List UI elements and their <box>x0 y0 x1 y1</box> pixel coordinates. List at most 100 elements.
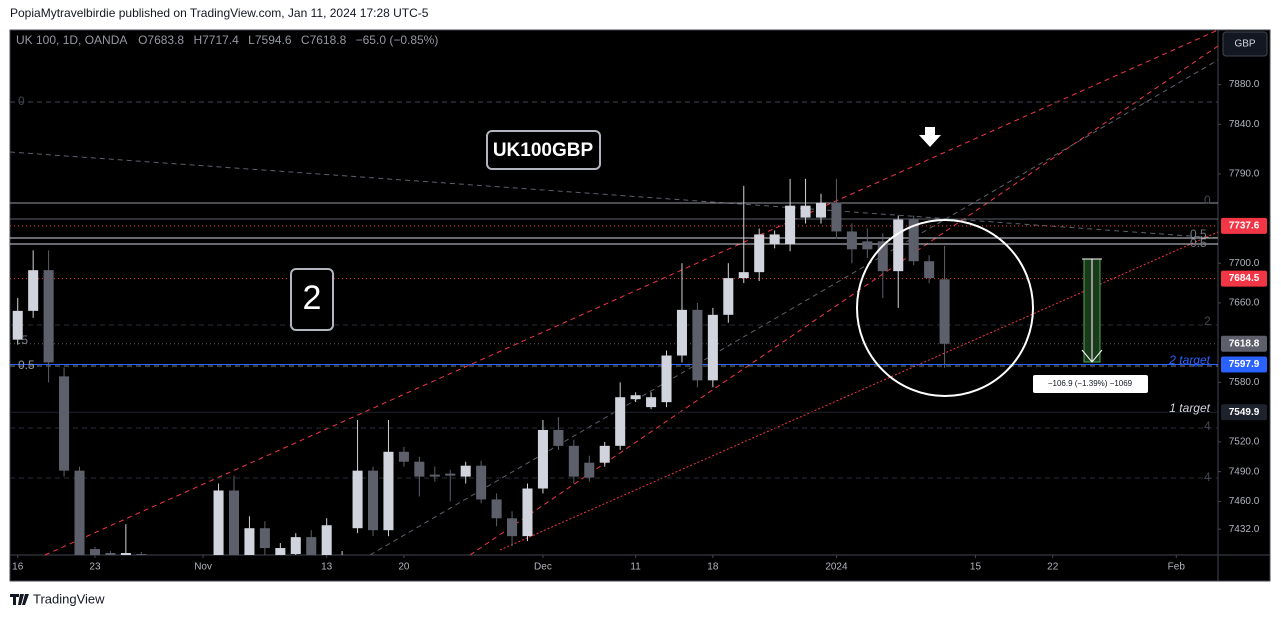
x-tick-label: Feb <box>1168 562 1186 573</box>
candle-body <box>367 470 379 531</box>
candle-body <box>908 219 919 262</box>
price-label-box <box>1221 335 1267 352</box>
fib-label: 0.5 <box>1190 227 1207 241</box>
trend-line <box>10 151 1218 239</box>
candle-body <box>815 202 827 218</box>
y-tick-label: 7660.0 <box>1229 298 1260 309</box>
legend: UK 100, 1D, OANDA O7683.8 H7717.4 L7594.… <box>16 33 438 47</box>
currency-label[interactable]: GBP <box>1234 39 1255 50</box>
candle-body <box>568 445 579 477</box>
y-tick-label: 7700.0 <box>1229 258 1260 269</box>
y-tick-label: 7880.0 <box>1229 79 1260 90</box>
legend-value: −65.0 (−0.85%) <box>356 33 439 47</box>
candle-body <box>630 395 641 400</box>
candle-body <box>306 537 317 555</box>
candle-body <box>692 309 703 381</box>
target-label: 2 target <box>1168 353 1210 367</box>
candle-body <box>522 488 533 537</box>
candle-body <box>460 465 471 477</box>
currency-button[interactable] <box>1222 31 1268 57</box>
price-label: 7684.5 <box>1229 273 1260 284</box>
legend-value: L7594.6 <box>248 33 292 47</box>
candle-body <box>754 234 765 273</box>
fib-label: 0 <box>18 94 25 108</box>
candle-body <box>676 309 687 356</box>
candle-body <box>646 397 657 408</box>
price-label: 7597.9 <box>1229 359 1260 370</box>
fib-label: 0.5 <box>18 358 35 372</box>
candle-body <box>615 397 626 446</box>
price-label-box <box>1221 270 1267 287</box>
wave-box <box>290 268 334 331</box>
x-tick-label: 13 <box>321 562 333 573</box>
symbol-box <box>486 130 601 170</box>
price-lines <box>10 225 1218 413</box>
candle-body <box>846 231 857 250</box>
candle-body <box>136 554 147 555</box>
candle-body <box>924 261 935 279</box>
candle-body <box>275 548 286 555</box>
wave-label: 2 <box>303 279 322 317</box>
candle-body <box>599 445 610 463</box>
footer-brand: TradingView <box>33 591 105 606</box>
y-tick-label: 7490.0 <box>1229 466 1260 477</box>
candle-body <box>553 429 564 446</box>
x-tick-label: 23 <box>89 562 101 573</box>
candles <box>12 178 950 555</box>
candle-body <box>661 355 672 403</box>
price-label-box <box>1221 217 1267 234</box>
candle-body <box>507 518 518 537</box>
legend-value: H7717.4 <box>193 33 239 47</box>
x-tick-label: 2024 <box>825 562 848 573</box>
candle-body <box>43 270 54 363</box>
fib-label: 4 <box>1204 419 1211 433</box>
candle-body <box>352 470 363 529</box>
overlays: −106.9 (−1.39%) −1069 UK100GBP 2 2 targe… <box>18 94 1211 484</box>
y-tick-label: 7580.0 <box>1229 377 1260 388</box>
candle-body <box>383 451 394 531</box>
x-tick-label: 15 <box>970 562 982 573</box>
trend-line <box>499 231 1218 551</box>
trend-line <box>469 45 1218 555</box>
price-label: 7618.8 <box>1229 338 1260 349</box>
legend-title: UK 100, 1D, OANDA <box>16 33 127 47</box>
x-tick-label: 18 <box>707 562 719 573</box>
y-tick-label: 7790.0 <box>1229 169 1260 180</box>
candle-body <box>800 205 811 218</box>
candle-body <box>738 272 749 279</box>
candle-body <box>939 279 950 344</box>
candle-body <box>707 314 718 381</box>
candle-body <box>228 490 240 555</box>
candle-body <box>290 537 301 555</box>
fib-label: .5 <box>18 333 28 347</box>
publisher: PopiaMytravelbirdie published on Trading… <box>10 6 429 20</box>
x-tick-label: 22 <box>1047 562 1059 573</box>
candle-body <box>105 553 116 555</box>
price-label-box <box>1221 356 1267 373</box>
price-label: 7549.9 <box>1229 407 1260 418</box>
axes: 7880.0 7840.0 7790.0 7700.0 7660.0 7580.0 7520… <box>12 79 1267 573</box>
fib-label: 0 <box>1204 193 1211 207</box>
y-tick-label: 7432.0 <box>1229 524 1260 535</box>
candle-body <box>862 241 873 250</box>
logo-mark <box>10 594 29 605</box>
y-tick-label: 7520.0 <box>1229 437 1260 448</box>
candle-body <box>893 219 904 272</box>
price-label: 7737.6 <box>1229 221 1260 232</box>
measure-arrowhead <box>1081 349 1103 363</box>
highlight-circle <box>856 219 1034 397</box>
y-tick-label: 7840.0 <box>1229 119 1260 130</box>
candle-body <box>445 473 456 476</box>
drawings <box>10 30 1218 555</box>
x-tick-label: Nov <box>194 562 212 573</box>
price-label-box <box>1221 404 1267 421</box>
candle-body <box>28 270 39 311</box>
candle-body <box>429 474 440 477</box>
x-tick-label: 11 <box>630 562 641 573</box>
candle-body <box>785 205 796 245</box>
target-label: 1 target <box>1169 401 1210 415</box>
trend-line <box>369 59 1218 555</box>
candle-body <box>398 451 409 462</box>
